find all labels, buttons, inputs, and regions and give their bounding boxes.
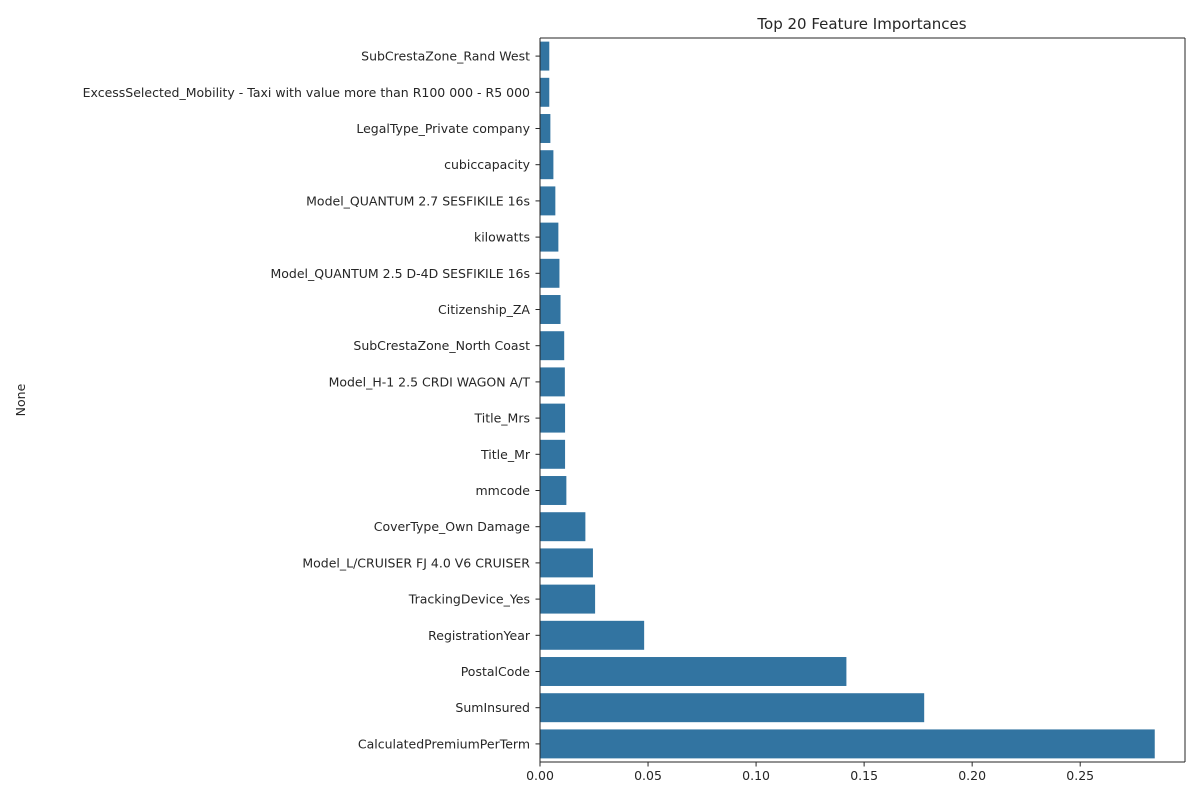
x-axis-ticks: 0.00 0.05 0.10 0.15 0.20 0.25 [526, 762, 1094, 783]
bar [540, 114, 551, 143]
bar [540, 258, 560, 288]
bar [540, 439, 566, 469]
bar [540, 367, 565, 397]
y-tick-label: RegistrationYear [428, 628, 531, 643]
y-tick-label: SubCrestaZone_Rand West [361, 49, 530, 64]
bar [540, 186, 556, 216]
x-tick-label: 0.25 [1066, 768, 1094, 783]
y-tick-label: Title_Mrs [474, 411, 530, 426]
y-tick-label: CalculatedPremiumPerTerm [358, 736, 530, 751]
y-tick-label: ExcessSelected_Mobility - Taxi with valu… [83, 85, 530, 100]
y-tick-label: Model_QUANTUM 2.5 D-4D SESFIKILE 16s [270, 266, 530, 281]
y-tick-label: LegalType_Private company [356, 121, 530, 136]
x-tick-label: 0.05 [634, 768, 662, 783]
bar [540, 150, 554, 180]
y-tick-label: cubiccapacity [444, 157, 530, 172]
bar [540, 403, 566, 433]
x-tick-label: 0.10 [742, 768, 770, 783]
y-tick-label: Model_QUANTUM 2.7 SESFIKILE 16s [306, 193, 530, 208]
bar [540, 222, 559, 252]
x-tick-label: 0.00 [526, 768, 554, 783]
bar [540, 331, 565, 361]
bar [540, 77, 550, 107]
bar [540, 548, 593, 578]
y-tick-label: Model_H-1 2.5 CRDI WAGON A/T [329, 374, 531, 389]
y-tick-label: PostalCode [461, 664, 531, 679]
bar [540, 476, 567, 505]
y-tick-label: Title_Mr [480, 447, 531, 462]
bar [540, 512, 586, 542]
bar [540, 584, 596, 614]
bar [540, 729, 1155, 759]
y-axis-label: None [13, 383, 28, 416]
bar [540, 295, 561, 324]
y-tick-labels: SubCrestaZone_Rand West ExcessSelected_Mo… [83, 49, 540, 751]
bars-group [540, 41, 1155, 759]
y-tick-label: SubCrestaZone_North Coast [353, 338, 530, 353]
bar [540, 657, 847, 686]
y-tick-label: SumInsured [455, 700, 530, 715]
bar [540, 693, 925, 723]
bar [540, 620, 645, 650]
y-tick-label: kilowatts [474, 230, 530, 245]
bar [540, 41, 550, 71]
x-tick-label: 0.15 [850, 768, 878, 783]
chart-title: Top 20 Feature Importances [756, 15, 966, 33]
y-tick-label: Citizenship_ZA [438, 302, 530, 317]
y-tick-label: mmcode [476, 483, 531, 498]
y-tick-label: TrackingDevice_Yes [408, 592, 530, 607]
x-tick-label: 0.20 [958, 768, 986, 783]
y-tick-label: Model_L/CRUISER FJ 4.0 V6 CRUISER [302, 555, 530, 570]
y-tick-label: CoverType_Own Damage [374, 519, 531, 534]
